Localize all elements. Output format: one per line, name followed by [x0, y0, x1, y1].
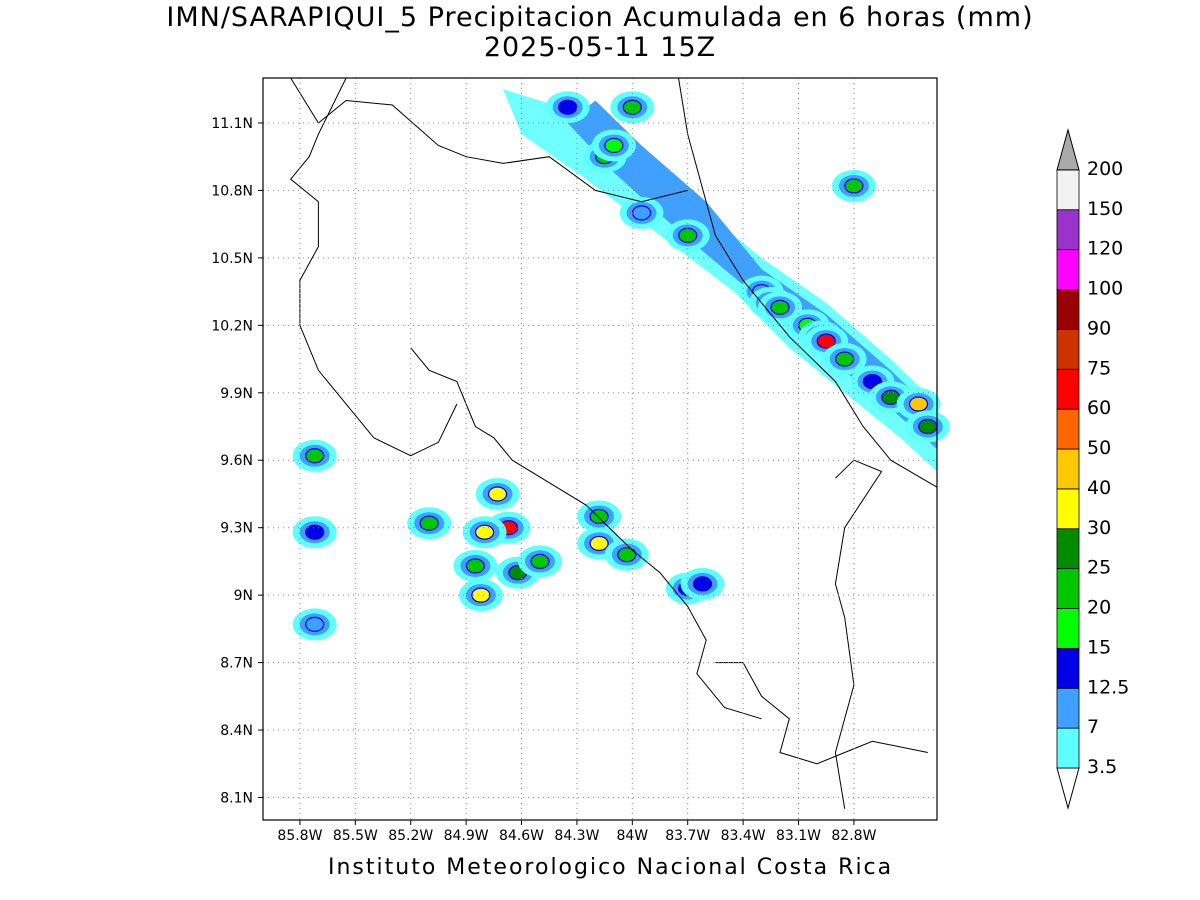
precip-cell-peak: [493, 489, 502, 498]
precip-cell: [558, 99, 578, 115]
precip-cell-peak: [476, 591, 485, 600]
precip-cell: [604, 137, 624, 154]
lat-tick-label: 8.7N: [220, 656, 253, 672]
coastline-segment: [678, 77, 938, 488]
lon-tick-label: 83.1W: [776, 828, 821, 844]
lon-tick-label: 84.6W: [499, 828, 544, 844]
lon-tick-label: 83.4W: [721, 828, 766, 844]
coastline-segment: [289, 77, 375, 439]
map-subtitle-date: 2025-05-11 15Z: [483, 32, 717, 63]
lat-tick-label: 11.1N: [211, 116, 253, 132]
precip-cell: [631, 205, 652, 221]
coastline-segment: [834, 459, 883, 809]
lon-tick-label: 82.8W: [831, 828, 876, 844]
precip-cell: [835, 351, 855, 367]
coastline-segment: [290, 77, 688, 203]
lat-tick-label: 10.5N: [211, 251, 253, 267]
precip-cell-peak: [595, 539, 604, 548]
lon-tick-label: 84W: [616, 828, 648, 844]
precip-cells: [292, 91, 950, 641]
precip-cell: [530, 553, 550, 570]
precip-cell: [692, 576, 713, 592]
precip-cell: [465, 558, 485, 574]
lon-tick-label: 85.8W: [277, 828, 322, 844]
lat-tick-label: 9N: [234, 588, 253, 604]
plot-frame: [262, 77, 938, 821]
lon-tick-label: 85.5W: [333, 828, 378, 844]
lat-tick-label: 10.8N: [211, 183, 253, 199]
lat-tick-label: 10.2N: [211, 318, 253, 334]
coastline-segment: [373, 403, 458, 457]
lon-tick-label: 84.3W: [554, 828, 599, 844]
grid-lines: [263, 78, 937, 820]
precip-cell-peak: [914, 400, 923, 409]
precip-cell-peak: [480, 528, 489, 537]
lat-tick-label: 8.4N: [220, 723, 253, 739]
precip-cell: [419, 515, 439, 531]
lon-tick-label: 83.7W: [665, 828, 710, 844]
precip-cell: [617, 547, 637, 563]
rain-band-caribbean: [503, 89, 937, 472]
precip-cell-peak: [822, 337, 831, 346]
coastline-segment: [715, 662, 928, 765]
precip-cell: [622, 99, 642, 115]
precip-cell: [305, 524, 325, 540]
lat-tick-label: 9.6N: [220, 453, 253, 469]
plot-background: [263, 78, 937, 820]
lat-tick-label: 9.3N: [220, 521, 253, 537]
precip-cell: [305, 616, 325, 632]
lat-tick-label: 8.1N: [220, 791, 253, 807]
institution-credit: Instituto Meteorologico Nacional Costa R…: [328, 855, 894, 880]
precip-cell: [770, 299, 790, 315]
precip-cell: [678, 227, 698, 243]
lon-tick-label: 85.2W: [388, 828, 433, 844]
precip-cell: [918, 418, 938, 435]
lon-tick-label: 84.9W: [444, 828, 489, 844]
lat-tick-label: 9.9N: [220, 386, 253, 402]
coastline: [289, 77, 938, 809]
precip-cell: [305, 448, 325, 464]
coastline-segment: [410, 347, 762, 720]
map-title: IMN/SARAPIQUI_5 Precipitacion Acumulada …: [166, 2, 1034, 33]
